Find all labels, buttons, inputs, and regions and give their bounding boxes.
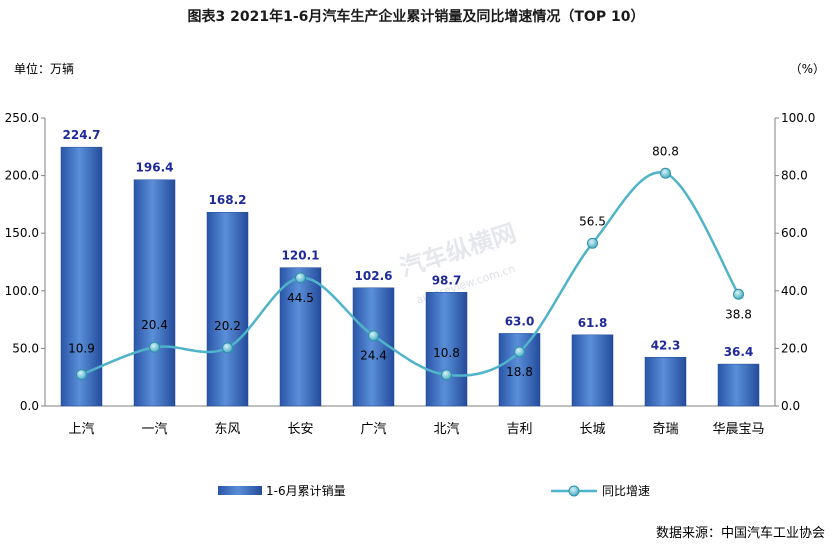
line-point <box>76 369 87 381</box>
bar <box>425 292 468 407</box>
legend-line-marker <box>568 485 580 497</box>
category-label: 一汽 <box>141 422 167 437</box>
left-tick-label: 250.0 <box>5 111 39 125</box>
line-series <box>76 167 744 381</box>
bar-value-label: 36.4 <box>724 345 754 359</box>
bar-series <box>60 146 760 407</box>
category-label: 上汽 <box>68 422 94 437</box>
bar-data-labels: 224.7 196.4 168.2 120.1 102.6 98.7 63.0 61.8 42.… <box>63 128 754 359</box>
line-point <box>222 342 233 354</box>
left-tick-label: 100.0 <box>5 284 39 298</box>
data-source: 数据来源：中国汽车工业协会 <box>656 525 825 541</box>
bar <box>352 287 395 407</box>
category-label: 长城 <box>579 422 605 437</box>
line-point <box>587 237 598 249</box>
right-axis-ticks: 0.0 20.0 40.0 60.0 80.0 100.0 <box>781 111 815 413</box>
line-point <box>441 369 452 381</box>
line-point <box>660 167 671 179</box>
right-tick-label: 80.0 <box>781 169 808 183</box>
legend: 1-6月累计销量 同比增速 <box>218 484 650 498</box>
bar-value-label: 168.2 <box>209 193 247 207</box>
line-data-labels: 10.9 20.4 20.2 44.5 24.4 10.8 18.8 56.5 80.8 38.8 <box>68 144 752 379</box>
line-value-label: 10.8 <box>433 346 460 360</box>
bar <box>571 334 614 407</box>
left-tick-label: 150.0 <box>5 226 39 240</box>
left-axis-ticks: 0.0 50.0 100.0 150.0 200.0 250.0 <box>5 111 39 413</box>
line-point <box>368 330 379 342</box>
right-tick-label: 0.0 <box>781 399 800 413</box>
right-tick-label: 60.0 <box>781 226 808 240</box>
bar-value-label: 196.4 <box>136 161 174 175</box>
bar-value-label: 120.1 <box>282 249 320 263</box>
bar-value-label: 98.7 <box>432 273 462 287</box>
line-point <box>733 288 744 300</box>
left-tick-label: 0.0 <box>20 399 39 413</box>
bar <box>60 146 103 407</box>
line-value-label: 24.4 <box>360 349 387 363</box>
bar <box>717 363 760 407</box>
bar-value-label: 63.0 <box>505 314 535 328</box>
right-tick-label: 40.0 <box>781 284 808 298</box>
growth-line <box>81 171 740 377</box>
category-labels: 上汽 一汽 东风 长安 广汽 北汽 吉利 长城 奇瑞 华晨宝马 <box>68 421 764 437</box>
left-tick-label: 200.0 <box>5 169 39 183</box>
bar <box>279 267 322 407</box>
line-point <box>149 341 160 353</box>
category-label: 长安 <box>287 422 313 437</box>
line-value-label: 10.9 <box>68 342 95 356</box>
line-value-label: 56.5 <box>579 214 606 228</box>
left-axis-unit: 单位：万辆 <box>14 61 74 76</box>
category-label: 东风 <box>214 422 240 437</box>
line-value-label: 20.2 <box>214 319 241 333</box>
left-tick-label: 50.0 <box>12 341 39 355</box>
line-value-label: 38.8 <box>725 307 752 321</box>
bar-value-label: 102.6 <box>355 269 393 283</box>
category-label: 北汽 <box>433 422 459 437</box>
bar <box>206 211 249 407</box>
legend-bar-label: 1-6月累计销量 <box>266 484 346 498</box>
right-tick-label: 100.0 <box>781 111 815 125</box>
legend-bar-swatch <box>218 486 262 495</box>
bar-value-label: 42.3 <box>651 338 681 352</box>
bar-value-label: 61.8 <box>578 316 608 330</box>
bar-value-label: 224.7 <box>63 128 101 142</box>
right-axis-unit: （%） <box>790 62 825 76</box>
line-value-label: 44.5 <box>287 291 314 305</box>
category-label: 广汽 <box>360 422 386 437</box>
line-point <box>514 346 525 358</box>
legend-line-label: 同比增速 <box>602 484 650 498</box>
bar <box>133 179 176 407</box>
line-value-label: 18.8 <box>506 365 533 379</box>
line-value-label: 80.8 <box>652 144 679 158</box>
bar <box>644 357 687 407</box>
line-point <box>295 272 306 284</box>
bar <box>498 333 541 407</box>
chart-title: 图表3 2021年1-6月汽车生产企业累计销量及同比增速情况（TOP 10） <box>188 8 645 25</box>
right-tick-label: 20.0 <box>781 341 808 355</box>
category-label: 吉利 <box>506 422 532 437</box>
line-value-label: 20.4 <box>141 318 168 332</box>
category-label: 华晨宝马 <box>712 422 764 437</box>
category-label: 奇瑞 <box>652 421 678 437</box>
